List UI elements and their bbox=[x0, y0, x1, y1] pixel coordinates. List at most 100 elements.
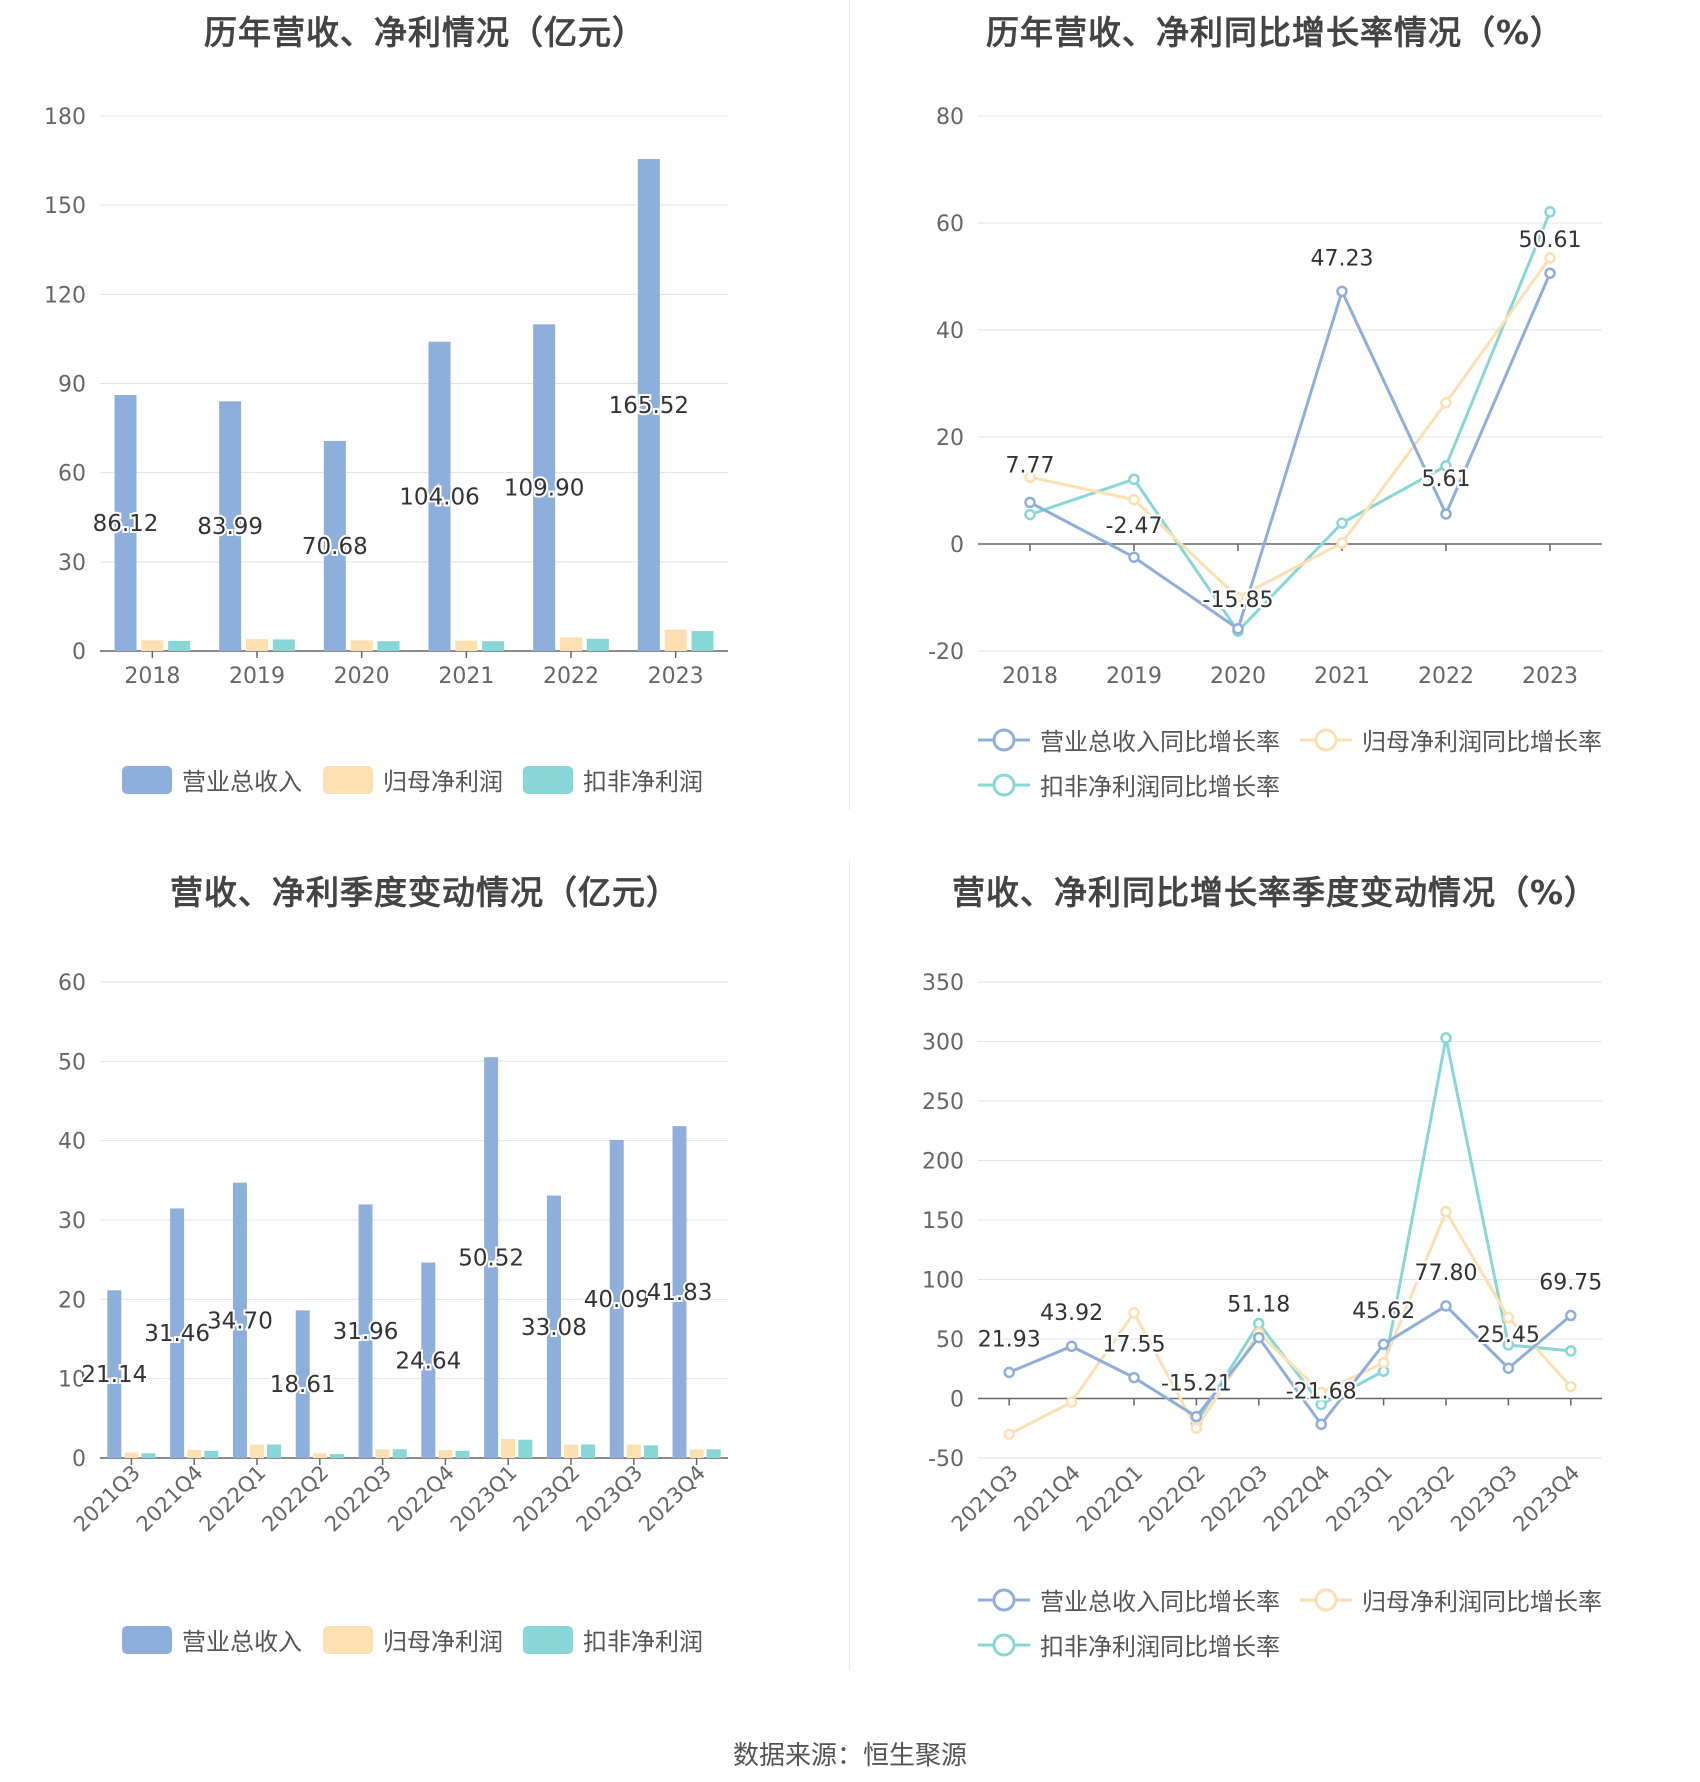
line-data-label: 7.77 bbox=[1006, 453, 1055, 478]
data-point bbox=[1544, 206, 1556, 218]
data-point bbox=[1315, 1398, 1327, 1411]
legend-swatch bbox=[978, 1630, 1030, 1660]
series-line-1 bbox=[1008, 1208, 1572, 1436]
data-point bbox=[1065, 1396, 1078, 1408]
legend-item[interactable]: 归母净利润 bbox=[323, 762, 503, 797]
legend-item[interactable]: 营业总收入同比增长率 bbox=[978, 1582, 1280, 1617]
bar-revenue bbox=[232, 1182, 247, 1458]
bar-data-label: 40.09 bbox=[584, 1287, 650, 1313]
bar-revenue bbox=[428, 341, 451, 651]
x-tick-label: 2018 bbox=[1002, 664, 1058, 689]
legend-label: 扣非净利润 bbox=[583, 768, 703, 796]
x-tick-label: 2022 bbox=[1418, 664, 1474, 689]
x-tick-label: 2022Q2 bbox=[257, 1461, 333, 1537]
data-point bbox=[1024, 471, 1036, 483]
legend-swatch bbox=[122, 1625, 172, 1654]
bar-data-label: 31.96 bbox=[333, 1319, 399, 1345]
line-data-label: 25.45 bbox=[1477, 1323, 1540, 1348]
y-tick-label: 30 bbox=[58, 1209, 86, 1234]
divider-top bbox=[849, 0, 850, 810]
data-point bbox=[1190, 1410, 1203, 1423]
legend-item[interactable]: 营业总收入 bbox=[122, 762, 302, 797]
bar-revenue bbox=[609, 1139, 624, 1458]
y-tick-label: 10 bbox=[58, 1368, 86, 1393]
bar-net-profit bbox=[560, 637, 582, 651]
bar-net-profit bbox=[564, 1444, 578, 1458]
bar-net-profit bbox=[312, 1453, 327, 1458]
y-tick-label: 60 bbox=[936, 212, 964, 237]
data-point bbox=[1190, 1422, 1203, 1434]
panel-quarterly-revenue-profit: 营收、净利季度变动情况（亿元） 0 10 20 30 40 50 60 2021Q3 2021Q… bbox=[0, 860, 850, 1720]
bar-revenue bbox=[114, 395, 137, 651]
bar-data-label: 34.70 bbox=[207, 1308, 273, 1334]
bar-data-label: 18.61 bbox=[270, 1372, 336, 1398]
data-point bbox=[1253, 1317, 1265, 1330]
y-tick-label: 20 bbox=[58, 1288, 86, 1313]
x-tick-label: 2019 bbox=[229, 664, 285, 689]
legend-swatch bbox=[523, 765, 573, 794]
bar-deducted-profit bbox=[643, 1445, 658, 1458]
data-point bbox=[1440, 1205, 1452, 1218]
legend-item[interactable]: 扣非净利润 bbox=[523, 1622, 703, 1657]
data-point bbox=[1502, 1339, 1515, 1351]
legend-label: 营业总收入 bbox=[182, 1628, 302, 1656]
x-tick-label: 2022Q3 bbox=[320, 1461, 396, 1537]
chart-title: 营收、净利同比增长率季度变动情况（%） bbox=[951, 873, 1599, 912]
bar-net-profit bbox=[501, 1438, 516, 1458]
x-tick-label: 2023Q2 bbox=[1384, 1461, 1460, 1537]
legend-item[interactable]: 归母净利润同比增长率 bbox=[1300, 1582, 1602, 1617]
bar-deducted-profit bbox=[329, 1454, 344, 1458]
y-tick-label: 300 bbox=[922, 1031, 964, 1056]
line-data-label: -2.47 bbox=[1106, 514, 1163, 539]
legend-swatch bbox=[978, 725, 1030, 755]
legend-item[interactable]: 扣非净利润同比增长率 bbox=[978, 767, 1280, 802]
x-tick-label: 2019 bbox=[1106, 664, 1162, 689]
legend-item[interactable]: 营业总收入 bbox=[122, 1622, 302, 1657]
legend-item[interactable]: 扣非净利润 bbox=[523, 762, 703, 797]
y-tick-label: 50 bbox=[58, 1050, 86, 1075]
chart-title: 历年营收、净利同比增长率情况（%） bbox=[985, 13, 1565, 52]
bar-deducted-profit bbox=[141, 1453, 156, 1458]
line-data-label: 21.93 bbox=[978, 1327, 1041, 1352]
bar-data-label: 165.52 bbox=[609, 393, 689, 419]
bar-data-label: 109.90 bbox=[504, 476, 584, 502]
legend-swatch bbox=[122, 765, 172, 794]
legend-label: 扣非净利润同比增长率 bbox=[1040, 773, 1280, 801]
legend-item[interactable]: 营业总收入同比增长率 bbox=[978, 722, 1280, 757]
legend-item[interactable]: 扣非净利润同比增长率 bbox=[978, 1627, 1280, 1662]
data-point bbox=[1003, 1428, 1015, 1440]
x-tick-label: 2022Q2 bbox=[1134, 1461, 1210, 1537]
divider-bottom bbox=[849, 860, 850, 1670]
legend-item[interactable]: 归母净利润 bbox=[323, 1622, 503, 1657]
x-tick-label: 2023Q4 bbox=[634, 1461, 710, 1537]
x-tick-label: 2023Q3 bbox=[571, 1461, 647, 1537]
data-point bbox=[1128, 1371, 1140, 1384]
legend-label: 营业总收入同比增长率 bbox=[1040, 1588, 1280, 1616]
bar-revenue bbox=[546, 1195, 561, 1458]
x-tick-label: 2023Q2 bbox=[509, 1461, 585, 1537]
x-tick-label: 2022Q1 bbox=[195, 1461, 271, 1537]
bar-deducted-profit bbox=[168, 640, 191, 651]
line-data-label: 43.92 bbox=[1040, 1301, 1103, 1326]
series-line-0 bbox=[1029, 272, 1552, 632]
bar-deducted-profit bbox=[392, 1449, 407, 1458]
x-tick-label: 2023Q1 bbox=[446, 1461, 522, 1537]
legend-label: 扣非净利润 bbox=[583, 1628, 703, 1656]
annual-line-chart: -20 0 20 40 60 80 2018 2019 2020 2021 2022 2023 7.77… bbox=[928, 105, 1602, 689]
data-point bbox=[1024, 496, 1036, 509]
bar-revenue bbox=[637, 159, 660, 651]
chart-title: 历年营收、净利情况（亿元） bbox=[204, 13, 646, 52]
data-point bbox=[1440, 460, 1452, 472]
data-point bbox=[1565, 1380, 1577, 1393]
bar-deducted-profit bbox=[586, 638, 609, 651]
legend-item[interactable]: 归母净利润同比增长率 bbox=[1300, 722, 1602, 757]
bar-deducted-profit bbox=[482, 641, 505, 651]
legend-swatch bbox=[1300, 1585, 1352, 1615]
line-data-label: 5.61 bbox=[1422, 467, 1471, 492]
legend-swatch bbox=[978, 770, 1030, 800]
legend-label: 营业总收入同比增长率 bbox=[1040, 728, 1280, 756]
bar-net-profit bbox=[250, 1444, 264, 1458]
data-point bbox=[1336, 537, 1348, 549]
bar-net-profit bbox=[246, 639, 268, 651]
bar-data-label: 21.14 bbox=[81, 1362, 147, 1388]
